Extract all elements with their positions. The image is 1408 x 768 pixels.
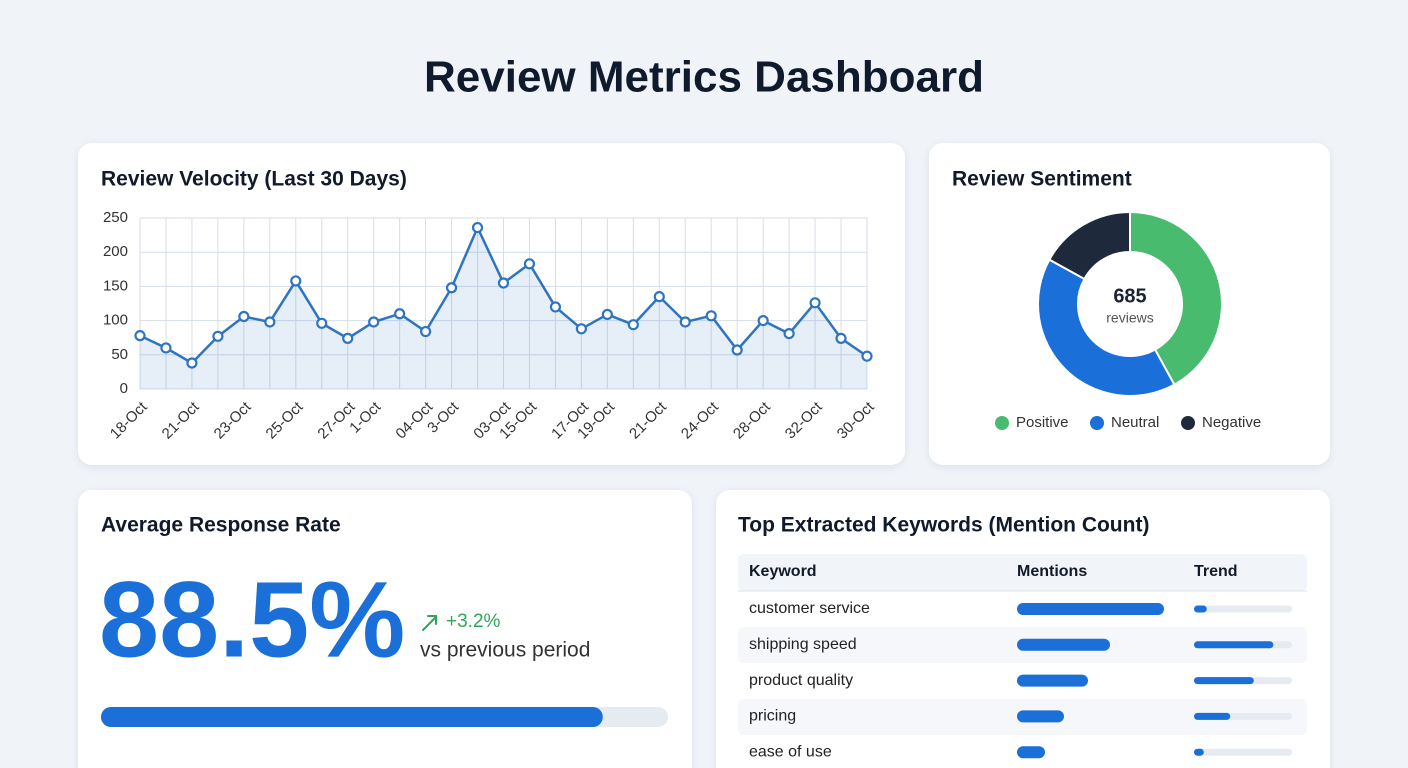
table-header: Trend bbox=[1194, 563, 1238, 580]
point bbox=[835, 332, 847, 344]
point bbox=[134, 330, 146, 342]
table-header: Keyword bbox=[749, 563, 817, 580]
trend-bar bbox=[1194, 677, 1254, 685]
card-title: Review Sentiment bbox=[952, 168, 1132, 191]
card-title: Top Extracted Keywords (Mention Count) bbox=[738, 514, 1149, 537]
table-header: Mentions bbox=[1017, 563, 1087, 580]
card bbox=[929, 143, 1330, 465]
area bbox=[140, 227, 867, 389]
y-tick-label: 50 bbox=[111, 346, 128, 363]
legend-label: Neutral bbox=[1111, 414, 1159, 431]
donut-total: 685 bbox=[1113, 285, 1146, 307]
point bbox=[290, 275, 302, 287]
point bbox=[653, 291, 665, 303]
point bbox=[523, 258, 536, 270]
card bbox=[78, 143, 905, 465]
point bbox=[160, 342, 172, 354]
point bbox=[186, 357, 198, 369]
progress-fill bbox=[101, 707, 603, 727]
card bbox=[78, 490, 692, 768]
legend-swatch bbox=[1090, 416, 1104, 430]
point bbox=[549, 301, 562, 313]
point bbox=[575, 323, 587, 335]
point bbox=[368, 316, 380, 328]
keyword: pricing bbox=[749, 708, 796, 725]
donut-segment bbox=[1048, 210, 1131, 281]
point bbox=[861, 350, 873, 362]
mentions-bar bbox=[1017, 710, 1064, 723]
point bbox=[471, 221, 484, 234]
keyword: product quality bbox=[749, 672, 853, 689]
y-tick-label: 150 bbox=[103, 277, 128, 294]
legend-swatch bbox=[1181, 416, 1195, 430]
point bbox=[497, 277, 510, 289]
y-tick-label: 200 bbox=[103, 243, 128, 260]
point bbox=[627, 319, 639, 331]
mentions-bar bbox=[1017, 746, 1045, 759]
point bbox=[316, 317, 328, 329]
point bbox=[420, 325, 432, 338]
keyword: ease of use bbox=[749, 743, 832, 760]
trend-bar bbox=[1194, 641, 1274, 649]
point bbox=[264, 316, 276, 328]
trend-bar bbox=[1194, 748, 1204, 756]
y-tick-label: 250 bbox=[103, 209, 128, 226]
point bbox=[731, 344, 743, 356]
point bbox=[238, 310, 250, 323]
point bbox=[601, 308, 613, 321]
donut-segment bbox=[1037, 258, 1176, 397]
mentions-bar bbox=[1017, 674, 1088, 687]
card-title: Average Response Rate bbox=[101, 514, 341, 537]
donut-segment bbox=[1129, 210, 1223, 386]
card-title: Review Velocity (Last 30 Days) bbox=[101, 168, 407, 191]
mentions-bar bbox=[1017, 603, 1164, 615]
trend-bar bbox=[1194, 712, 1231, 720]
trend-track bbox=[1194, 605, 1292, 613]
point bbox=[342, 332, 354, 344]
point bbox=[212, 330, 224, 342]
trend-track bbox=[1194, 748, 1292, 756]
point bbox=[809, 297, 821, 309]
mentions-bar bbox=[1017, 638, 1110, 651]
trend-bar bbox=[1194, 605, 1207, 613]
change-label: +3.2% bbox=[446, 611, 501, 632]
point bbox=[679, 316, 691, 328]
change-arrow bbox=[422, 615, 437, 631]
page-title: Review Metrics Dashboard bbox=[424, 53, 984, 102]
point bbox=[757, 315, 769, 327]
y-tick-label: 100 bbox=[103, 312, 128, 329]
keyword: customer service bbox=[749, 600, 870, 617]
point bbox=[445, 282, 458, 294]
legend-label: Positive bbox=[1016, 414, 1069, 431]
big-metric: 88.5% bbox=[99, 559, 405, 680]
point bbox=[705, 310, 717, 322]
legend-swatch bbox=[995, 416, 1009, 430]
comparison-label: vs previous period bbox=[420, 639, 590, 662]
table-header-bg bbox=[738, 554, 1307, 591]
donut-total-label: reviews bbox=[1106, 310, 1153, 326]
point bbox=[394, 308, 406, 320]
legend-label: Negative bbox=[1202, 414, 1261, 431]
keyword: shipping speed bbox=[749, 636, 857, 653]
y-tick-label: 0 bbox=[120, 380, 128, 397]
point bbox=[783, 327, 795, 340]
